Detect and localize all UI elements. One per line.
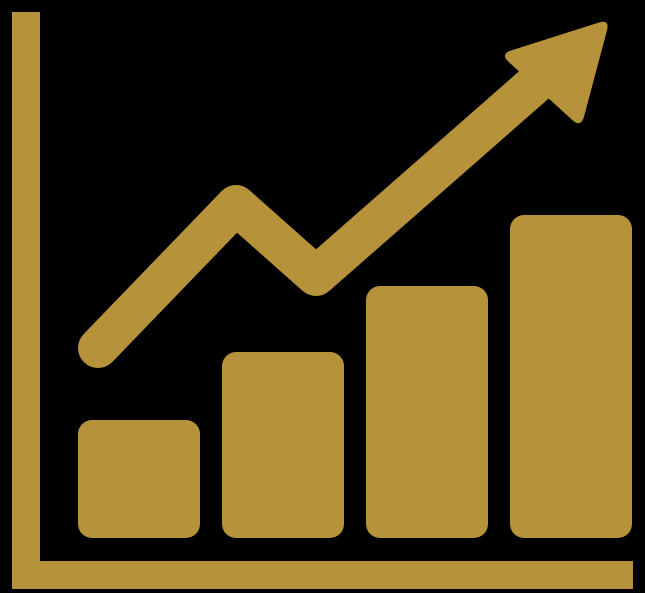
growth-bar-chart-icon (0, 0, 645, 593)
bar-3 (366, 286, 488, 538)
bar-2 (222, 352, 344, 538)
bar-4 (510, 215, 632, 538)
bar-1 (78, 420, 200, 538)
trend-line (98, 62, 560, 348)
